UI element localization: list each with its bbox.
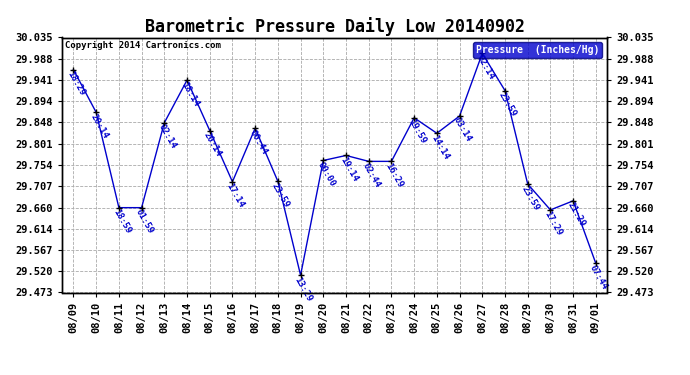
Text: 00:00: 00:00: [315, 160, 337, 188]
Text: 23:59: 23:59: [270, 182, 291, 209]
Text: 23:59: 23:59: [520, 184, 541, 212]
Text: 19:59: 19:59: [406, 118, 428, 146]
Text: 19:14: 19:14: [338, 156, 359, 183]
Text: 00:44: 00:44: [247, 128, 268, 156]
Text: 17:14: 17:14: [225, 182, 246, 210]
Text: 18:14: 18:14: [179, 80, 201, 108]
Text: 23:59: 23:59: [497, 91, 518, 118]
Text: 07:44: 07:44: [588, 264, 609, 291]
Text: Copyright 2014 Cartronics.com: Copyright 2014 Cartronics.com: [65, 41, 221, 50]
Text: 14:14: 14:14: [429, 133, 451, 161]
Text: 18:29: 18:29: [66, 70, 87, 98]
Title: Barometric Pressure Daily Low 20140902: Barometric Pressure Daily Low 20140902: [145, 17, 524, 36]
Legend: Pressure  (Inches/Hg): Pressure (Inches/Hg): [473, 42, 602, 58]
Text: 02:14: 02:14: [475, 53, 495, 81]
Text: 16:29: 16:29: [384, 161, 405, 189]
Text: 13:29: 13:29: [293, 275, 314, 303]
Text: 17:29: 17:29: [542, 210, 564, 238]
Text: 02:44: 02:44: [361, 161, 382, 189]
Text: 02:14: 02:14: [157, 123, 178, 151]
Text: 01:59: 01:59: [134, 208, 155, 236]
Text: 21:29: 21:29: [565, 201, 586, 229]
Text: 20:14: 20:14: [88, 112, 110, 140]
Text: 03:14: 03:14: [452, 116, 473, 144]
Text: 20:14: 20:14: [202, 130, 223, 158]
Text: 18:59: 18:59: [111, 208, 132, 236]
